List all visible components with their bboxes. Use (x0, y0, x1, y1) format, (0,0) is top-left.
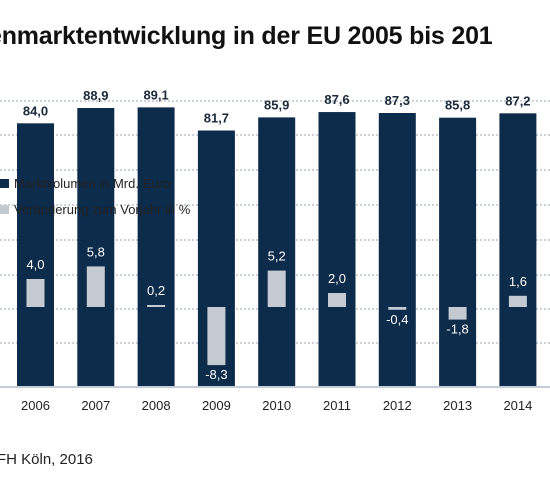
chart-title: enmarktentwicklung in der EU 2005 bis 20… (0, 22, 493, 50)
volume-label: 88,9 (83, 88, 108, 103)
category-label: 2010 (262, 398, 291, 413)
category-label: 2014 (503, 398, 532, 413)
category-label: 2007 (81, 398, 110, 413)
volume-bar (137, 107, 175, 387)
change-label: 5,2 (268, 249, 286, 264)
legend-label-volume: Marktvolumen in Mrd. Euro (14, 176, 170, 191)
legend-label-change: Veränderung zum Vorjahr in % (14, 202, 191, 217)
change-labels: 4,0 5,8 0,2 -8,3 5,2 2,0 -0,4 -1,8 1,6 (26, 244, 526, 382)
category-label: 2006 (21, 398, 50, 413)
category-label: 2008 (142, 398, 171, 413)
volume-bar (258, 117, 296, 387)
legend-swatch-volume (0, 179, 9, 188)
legend: Marktvolumen in Mrd. Euro Veränderung zu… (0, 176, 191, 217)
volume-bar (318, 112, 356, 386)
volume-bar (499, 113, 537, 386)
volume-label: 87,2 (505, 93, 530, 108)
change-bar (267, 270, 286, 307)
volume-label: 84,0 (23, 103, 48, 118)
volume-bar (17, 123, 54, 386)
change-label: 1,6 (509, 274, 527, 289)
volume-label: 87,6 (324, 92, 349, 107)
x-axis: 2006 2007 2008 2009 2010 2011 2012 2013 2014 (0, 386, 550, 413)
change-label: 5,8 (87, 244, 105, 259)
volume-labels: 84,0 88,9 89,1 81,7 85,9 87,6 87,3 85,8 87,2 (23, 87, 531, 125)
change-bars (26, 266, 527, 366)
source-note: FH Köln, 2016 (0, 451, 93, 468)
category-label: 2013 (443, 398, 472, 413)
category-label: 2009 (202, 398, 231, 413)
change-bar (448, 307, 467, 320)
change-bar (508, 295, 527, 307)
change-label: 2,0 (328, 271, 346, 286)
volume-bar (378, 113, 416, 387)
change-bar (86, 266, 105, 307)
volume-label: 81,7 (204, 111, 229, 126)
change-label: -0,4 (386, 312, 408, 327)
category-label: 2011 (323, 398, 351, 413)
volume-label: 87,3 (385, 93, 410, 108)
change-bar (207, 307, 226, 366)
change-label: -1,8 (446, 322, 468, 337)
change-label: 4,0 (26, 257, 44, 272)
change-bar (388, 307, 407, 310)
volume-label: 89,1 (143, 87, 168, 102)
change-label: -8,3 (205, 367, 227, 382)
category-label: 2012 (383, 398, 412, 413)
legend-swatch-change (0, 205, 9, 214)
change-bar (328, 293, 346, 307)
volume-bar (77, 108, 115, 386)
change-bar (147, 305, 166, 307)
change-label: 0,2 (147, 283, 165, 298)
volume-bar (439, 117, 477, 387)
change-bar (26, 279, 45, 307)
volume-label: 85,9 (264, 97, 289, 112)
volume-label: 85,8 (445, 98, 470, 113)
